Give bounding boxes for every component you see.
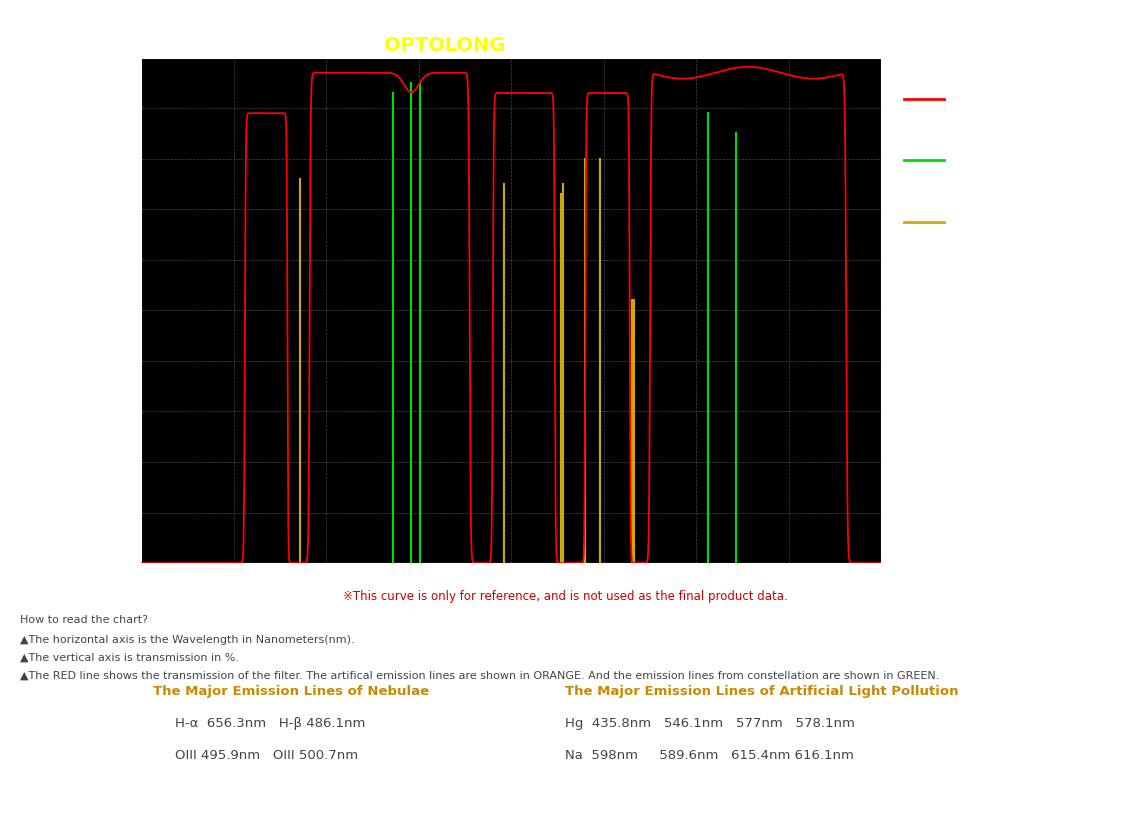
Text: Hg  435.8nm   546.1nm   577nm   578.1nm: Hg 435.8nm 546.1nm 577nm 578.1nm [565, 718, 855, 731]
Text: ▲The RED line shows the transmission of the filter. The artifical emission lines: ▲The RED line shows the transmission of … [20, 671, 940, 681]
Text: The Major Emission Lines of Artificial Light Pollution: The Major Emission Lines of Artificial L… [565, 685, 958, 698]
Text: L-Pro: L-Pro [951, 92, 982, 105]
Text: H-α  656.3nm   H-β 486.1nm: H-α 656.3nm H-β 486.1nm [175, 718, 365, 731]
Text: ▲The vertical axis is transmission in %.: ▲The vertical axis is transmission in %. [20, 653, 240, 663]
Text: The Major Emission Lines of Nebulae: The Major Emission Lines of Nebulae [153, 685, 428, 698]
Text: 透
过
率
%: 透 过 率 % [80, 277, 92, 344]
Text: How to read the chart?: How to read the chart? [20, 615, 148, 625]
Text: 光害发射线: 光害发射线 [951, 215, 989, 229]
Text: ▲The horizontal axis is the Wavelength in Nanometers(nm).: ▲The horizontal axis is the Wavelength i… [20, 635, 355, 644]
Text: OIII 495.9nm   OIII 500.7nm: OIII 495.9nm OIII 500.7nm [175, 749, 358, 762]
Text: ※This curve is only for reference, and is not used as the final product data.: ※This curve is only for reference, and i… [342, 590, 788, 603]
Text: OPTOLONG: OPTOLONG [384, 35, 506, 55]
X-axis label: 光谱波长 nm: 光谱波长 nm [481, 592, 541, 606]
Text: 星云发射线: 星云发射线 [951, 154, 989, 167]
Text: Na  598nm     589.6nm   615.4nm 616.1nm: Na 598nm 589.6nm 615.4nm 616.1nm [565, 749, 854, 762]
Text: ® L-Pro Filter: ® L-Pro Filter [506, 35, 657, 55]
